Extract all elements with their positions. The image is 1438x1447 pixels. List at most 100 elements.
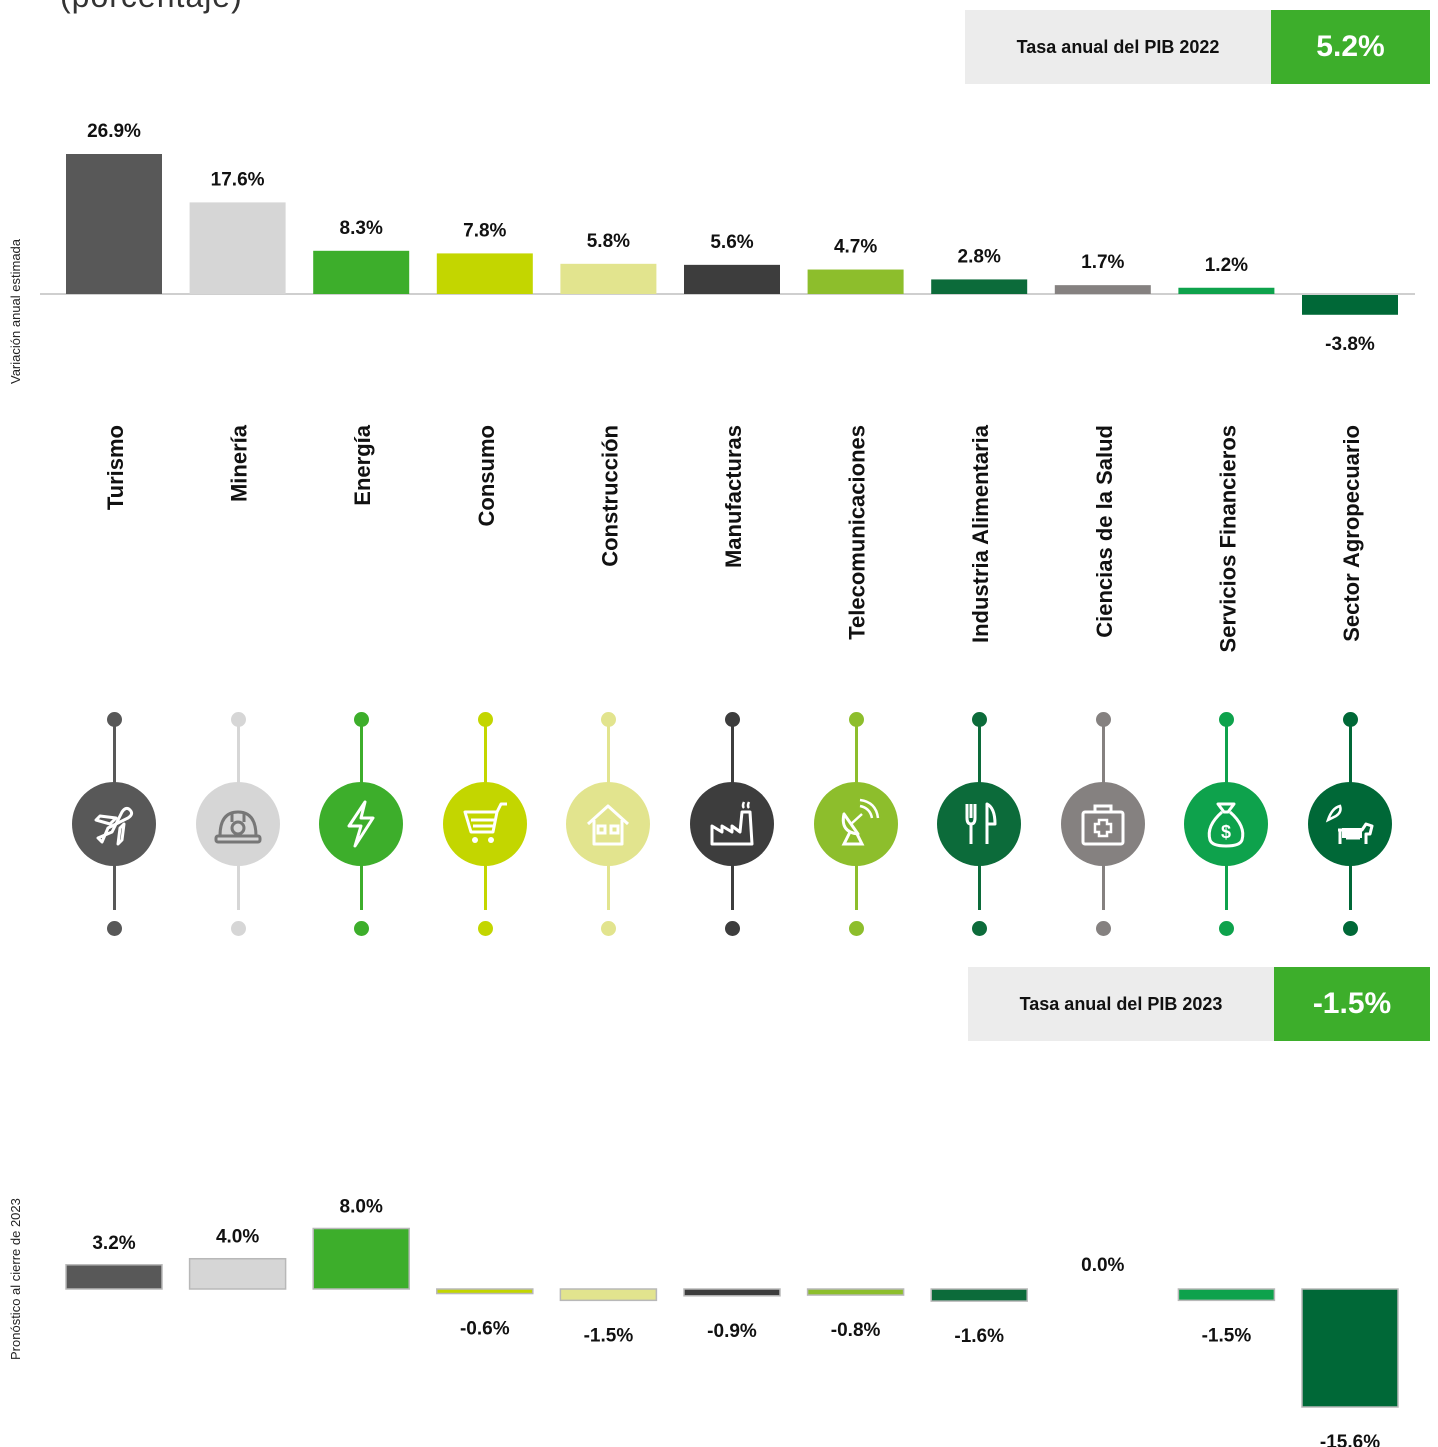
data-label-2023-sector-agropecuario: -15.6% <box>1320 1432 1380 1447</box>
category-label-sector-agropecuario: Sector Agropecuario <box>1339 425 1364 642</box>
data-label-2023-construccion: -1.5% <box>584 1325 634 1346</box>
data-label-2023-industria-alimentaria: -1.6% <box>954 1326 1004 1347</box>
stem-dot-bottom <box>1095 921 1111 936</box>
category-label-telecomunicaciones: Telecomunicaciones <box>845 425 870 640</box>
stem-dot-bottom <box>1219 921 1235 936</box>
icon-column-mineria <box>193 700 283 940</box>
stem-dot-bottom <box>477 921 493 936</box>
stem-dot-top <box>972 712 988 727</box>
data-label-2022-sector-agropecuario: -3.8% <box>1325 334 1375 355</box>
stem-dot-bottom <box>107 921 122 936</box>
category-label-consumo: Consumo <box>474 425 499 526</box>
kpi-2022-label: Tasa anual del PIB 2022 <box>965 10 1271 84</box>
data-label-2022-turismo: 26.9% <box>87 121 141 142</box>
data-label-2023-consumo: -0.6% <box>460 1319 510 1340</box>
stem-dot-bottom <box>725 921 740 936</box>
data-label-2022-manufacturas: 5.6% <box>710 232 753 253</box>
kpi-2022: Tasa anual del PIB 2022 5.2% <box>965 10 1430 84</box>
stem-dot-top <box>107 712 122 727</box>
data-label-2022-industria-alimentaria: 2.8% <box>958 246 1001 267</box>
satellite-dish-icon <box>813 782 898 866</box>
data-label-2022-energia: 8.3% <box>340 218 383 239</box>
bar-2022-turismo <box>66 154 162 294</box>
data-label-2022-telecomunicaciones: 4.7% <box>834 237 877 258</box>
category-label-ciencias-de-la-salud: Ciencias de la Salud <box>1092 425 1117 638</box>
stem-dot-top <box>725 712 740 727</box>
category-label-construccion: Construcción <box>597 425 622 567</box>
house-icon <box>566 782 651 866</box>
miner-helmet-icon <box>195 782 280 866</box>
category-label-turismo: Turismo <box>103 425 128 510</box>
money-bag-icon: $ <box>1184 782 1269 866</box>
bar-2022-telecomunicaciones <box>807 269 904 294</box>
stem-dot-top <box>1095 712 1111 727</box>
icon-column-consumo <box>440 700 530 940</box>
svg-text:$: $ <box>1221 822 1231 842</box>
bar-2022-manufacturas <box>684 264 780 294</box>
stem-dot-bottom <box>972 921 988 936</box>
data-label-2023-manufacturas: -0.9% <box>707 1321 757 1342</box>
stem-dot-top <box>477 712 493 727</box>
sector-icon-row: $ <box>0 700 1438 950</box>
data-label-2023-telecomunicaciones: -0.8% <box>831 1320 881 1341</box>
stem-dot-bottom <box>354 921 370 936</box>
data-label-2023-energia: 8.0% <box>340 1196 383 1217</box>
data-label-2022-mineria: 17.6% <box>211 169 265 190</box>
bar-2023-energia <box>312 1227 410 1290</box>
kpi-2023-value: -1.5% <box>1274 967 1430 1041</box>
icon-column-ciencias-de-la-salud <box>1058 700 1148 940</box>
bar-2022-construccion <box>560 263 657 294</box>
stem-dot-top <box>601 712 617 727</box>
lightning-icon <box>319 782 404 866</box>
category-label-industria-alimentaria: Industria Alimentaria <box>968 424 993 643</box>
data-label-2022-servicios-financieros: 1.2% <box>1205 255 1248 276</box>
bar-2023-turismo <box>65 1264 163 1290</box>
data-label-2023-turismo: 3.2% <box>92 1233 135 1254</box>
data-label-2023-ciencias-de-la-salud: 0.0% <box>1081 1255 1124 1276</box>
data-label-2022-consumo: 7.8% <box>463 220 506 241</box>
plane-icon <box>72 782 156 866</box>
data-label-2022-construccion: 5.8% <box>587 231 630 252</box>
stem-dot-top <box>1219 712 1235 727</box>
bar-2023-servicios-financieros <box>1177 1288 1276 1302</box>
bar-2023-industria-alimentaria <box>930 1288 1028 1302</box>
data-label-2022-ciencias-de-la-salud: 1.7% <box>1081 252 1124 273</box>
bar-2022-consumo <box>436 253 533 294</box>
icon-column-sector-agropecuario <box>1305 700 1395 940</box>
stem-dot-bottom <box>601 921 617 936</box>
cart-icon <box>442 782 527 866</box>
category-label-mineria: Minería <box>227 424 252 502</box>
kpi-2023-label: Tasa anual del PIB 2023 <box>968 967 1274 1041</box>
icon-column-telecomunicaciones <box>811 700 901 940</box>
bar-2022-industria-alimentaria <box>931 279 1028 294</box>
data-label-2023-servicios-financieros: -1.5% <box>1202 1325 1252 1346</box>
icon-column-construccion <box>563 700 653 940</box>
bar-2023-telecomunicaciones <box>806 1288 905 1296</box>
stem-dot-bottom <box>1343 921 1358 936</box>
bar-2023-manufacturas <box>683 1288 781 1297</box>
fork-knife-icon <box>937 782 1022 866</box>
icon-column-manufacturas <box>687 700 777 940</box>
kpi-2023: Tasa anual del PIB 2023 -1.5% <box>968 967 1430 1041</box>
bar-2022-servicios-financieros <box>1178 287 1275 294</box>
stem-dot-top <box>230 712 246 727</box>
bar-2022-mineria <box>189 202 286 294</box>
bar-2022-energia <box>313 250 410 294</box>
cow-icon <box>1308 782 1392 866</box>
icon-column-energia <box>316 700 406 940</box>
icon-column-turismo <box>69 700 159 940</box>
bar-2023-construccion <box>559 1288 658 1302</box>
bar-2023-consumo <box>436 1288 534 1295</box>
chart-title: (porcentaje) <box>60 0 243 15</box>
category-label-manufacturas: Manufacturas <box>721 425 746 568</box>
stem-dot-top <box>354 712 370 727</box>
medical-kit-icon <box>1060 782 1145 866</box>
stem-dot-bottom <box>848 921 864 936</box>
bar-2023-sector-agropecuario <box>1301 1288 1399 1408</box>
kpi-2022-value: 5.2% <box>1271 10 1430 84</box>
category-label-servicios-financieros: Servicios Financieros <box>1215 425 1240 652</box>
bar-2023-mineria <box>188 1257 287 1290</box>
icon-column-servicios-financieros: $ <box>1181 700 1271 940</box>
category-label-energia: Energía <box>350 424 375 505</box>
